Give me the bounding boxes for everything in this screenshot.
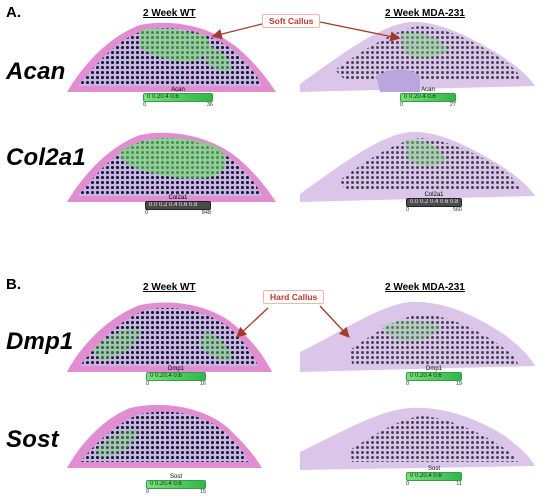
scale-max: 15 <box>199 489 206 495</box>
scale-min: 0 <box>406 207 410 213</box>
scale-max: 11 <box>456 481 462 487</box>
scale-bar-inner-text: 0 0.20.4 0.6 <box>150 373 182 379</box>
scale-bar-inner-text: 0 0.20.4 0.6 <box>410 473 442 479</box>
scale-bar-inner-text: 0 0.20.4 0.6 <box>150 481 182 487</box>
scale-bar-inner-text: 0 0.20.4 0.6 <box>404 94 436 100</box>
scale-max: 27 <box>449 102 456 108</box>
scale-min: 0 <box>146 489 150 495</box>
scale-legend-title: Dmp1 <box>167 366 184 372</box>
scale-bar: 0.0 0.2 0.4 0.6 0.8 <box>145 201 211 210</box>
soft-callus-label: Soft Callus <box>262 14 321 28</box>
scale-bar-inner-text: 0.0 0.2 0.4 0.6 0.8 <box>410 199 459 205</box>
scale-legend-title: Acan <box>171 87 185 93</box>
gene-label-dmp1: Dmp1 <box>6 328 74 355</box>
tissue-dmp1-wt <box>67 302 272 372</box>
tissue-dmp1-mda <box>300 301 535 372</box>
scale-bar: 0.0 0.2 0.4 0.6 0.8 <box>406 198 462 207</box>
tissue-sost-wt <box>67 404 262 468</box>
scale-legend-dmp1-mda: Dmp1 0 0.20.4 0.6 0 19 <box>406 366 462 387</box>
scale-bar: 0 0.20.4 0.6 <box>146 372 206 381</box>
tissue-col2a1-wt <box>67 132 276 202</box>
tissue-acan-wt <box>67 22 276 93</box>
scale-bar-inner-text: 0.0 0.2 0.4 0.6 0.8 <box>149 202 198 208</box>
column-header-mda-a: 2 Week MDA-231 <box>385 8 465 19</box>
soft-callus-arrows <box>211 21 401 42</box>
scale-legend-title: Col2a1 <box>168 195 188 201</box>
hard-callus-label: Hard Callus <box>263 290 325 304</box>
scale-min: 0 <box>406 481 410 487</box>
column-header-mda-b: 2 Week MDA-231 <box>385 282 465 293</box>
scale-legend-sost-mda: Sost 0 0.20.4 0.6 0 11 <box>406 466 462 487</box>
scale-legend-col2a1-wt: Col2a1 0.0 0.2 0.4 0.6 0.8 0 848 <box>145 195 211 216</box>
scale-legend-title: Sost <box>427 466 440 472</box>
scale-bar: 0 0.20.4 0.6 <box>406 472 462 481</box>
scale-max: 36 <box>206 102 213 108</box>
panel-letter-b: B. <box>6 276 21 293</box>
scale-legend-acan-mda: Acan 0 0.20.4 0.6 0 27 <box>400 87 456 108</box>
scale-min: 0 <box>400 102 404 108</box>
scale-max: 560 <box>452 207 462 213</box>
scale-bar: 0 0.20.4 0.6 <box>406 372 462 381</box>
scale-legend-dmp1-wt: Dmp1 0 0.20.4 0.6 0 16 <box>146 366 206 387</box>
scale-bar-inner-text: 0 0.20.4 0.6 <box>410 373 442 379</box>
scale-bar: 0 0.20.4 0.6 <box>400 93 456 102</box>
column-header-wt-a: 2 Week WT <box>143 8 196 19</box>
gene-label-acan: Acan <box>6 58 66 85</box>
scale-bar: 0 0.20.4 0.6 <box>146 480 206 489</box>
hard-callus-arrows <box>236 305 350 338</box>
scale-legend-title: Acan <box>421 87 435 93</box>
gene-label-col2a1: Col2a1 <box>6 144 86 171</box>
scale-min: 0 <box>145 210 149 216</box>
column-header-wt-b: 2 Week WT <box>143 282 196 293</box>
scale-legend-col2a1-mda: Col2a1 0.0 0.2 0.4 0.6 0.8 0 560 <box>406 192 462 213</box>
scale-min: 0 <box>146 381 150 387</box>
scale-legend-title: Dmp1 <box>425 366 442 372</box>
tissue-sost-mda <box>300 407 535 470</box>
tissue-acan-mda <box>300 21 535 92</box>
panel-letter-a: A. <box>6 4 21 21</box>
scale-min: 0 <box>143 102 147 108</box>
scale-max: 16 <box>199 381 206 387</box>
scale-max: 19 <box>455 381 462 387</box>
gene-label-sost: Sost <box>6 426 59 453</box>
scale-bar: 0 0.20.4 0.6 <box>143 93 213 102</box>
scale-legend-title: Col2a1 <box>424 192 444 198</box>
scale-legend-title: Sost <box>169 474 182 480</box>
scale-bar-inner-text: 0 0.20.4 0.6 <box>147 94 179 100</box>
scale-legend-sost-wt: Sost 0 0.20.4 0.6 0 15 <box>146 474 206 495</box>
scale-legend-acan-wt: Acan 0 0.20.4 0.6 0 36 <box>143 87 213 108</box>
scale-min: 0 <box>406 381 410 387</box>
scale-max: 848 <box>201 210 211 216</box>
tissue-col2a1-mda <box>300 131 535 202</box>
